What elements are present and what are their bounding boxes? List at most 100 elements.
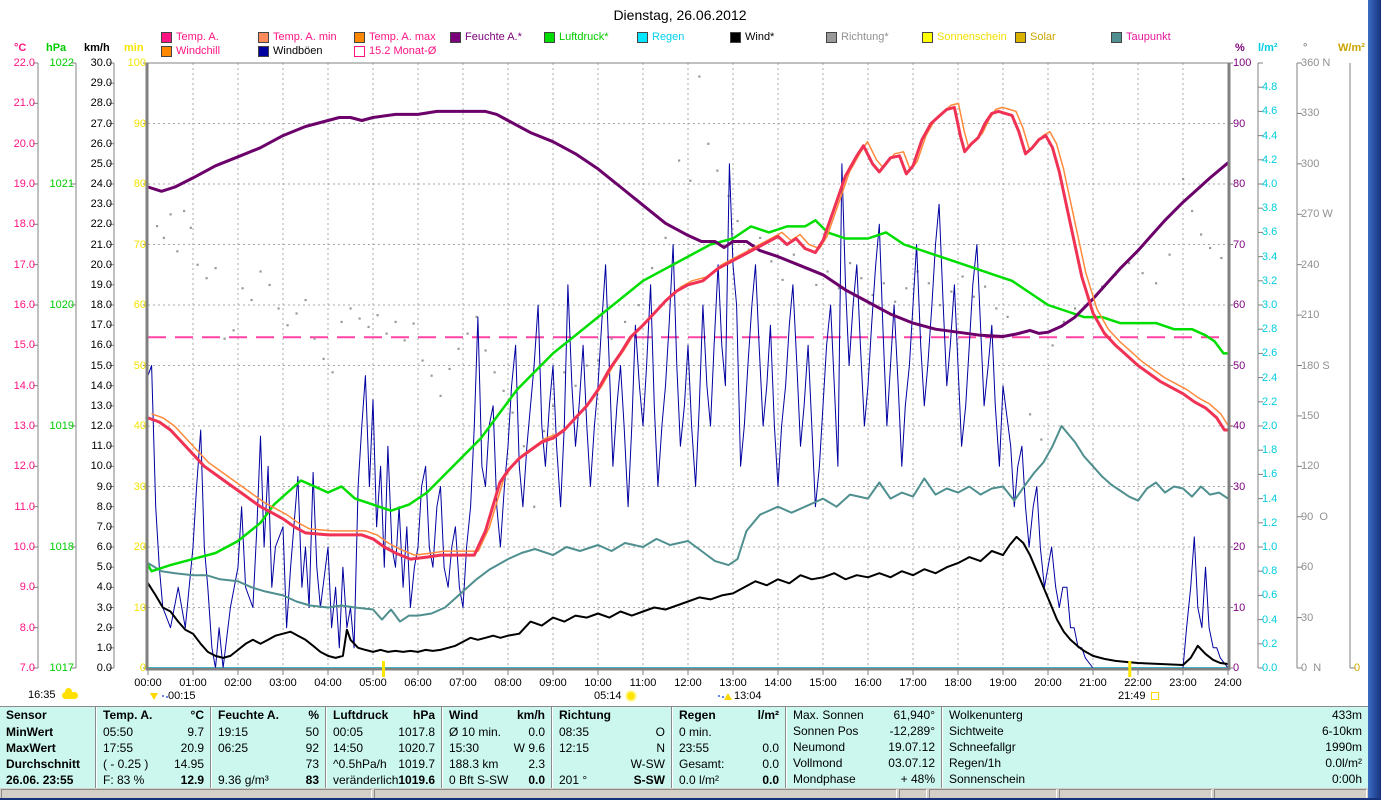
axis-tick-label: 13.0 bbox=[13, 420, 35, 432]
legend-item-Windchill[interactable]: Windchill bbox=[161, 45, 220, 57]
axis-tick-label: 1017 bbox=[49, 662, 74, 674]
axis-tick-label: 330 bbox=[1301, 107, 1320, 120]
wind-direction-dot bbox=[385, 332, 388, 335]
legend-color-swatch bbox=[258, 45, 269, 57]
table-cell: 0:00h bbox=[1331, 772, 1362, 786]
wind-direction-dot bbox=[250, 298, 253, 302]
legend-item-Solar[interactable]: Solar bbox=[1015, 31, 1056, 43]
legend-item-Luftdruck*[interactable]: Luftdruck* bbox=[544, 31, 609, 43]
wind-direction-dot bbox=[533, 505, 536, 508]
table-cell: 92 bbox=[305, 741, 319, 755]
axis-tick-label: 16.0 bbox=[13, 299, 35, 311]
legend-item-Taupunkt[interactable]: Taupunkt bbox=[1111, 31, 1171, 43]
wind-direction-dot bbox=[277, 307, 280, 310]
axis-tick-label: 120 bbox=[1301, 460, 1320, 473]
axis-tick-label: 50 bbox=[133, 359, 146, 372]
table-cell: 1019.6 bbox=[398, 773, 436, 787]
x-axis-label: 01:00 bbox=[179, 677, 207, 689]
wind-direction-dot bbox=[421, 359, 424, 362]
x-axis-label: 16:00 bbox=[854, 677, 882, 689]
wind-direction-dot bbox=[1155, 282, 1158, 285]
legend-item-Windböen[interactable]: Windböen bbox=[258, 45, 323, 57]
table-cell: Richtung bbox=[559, 708, 611, 722]
axis-tick-label: 19.0 bbox=[90, 278, 112, 291]
x-axis-label: 13:00 bbox=[719, 677, 747, 689]
wind-direction-dot bbox=[205, 277, 208, 280]
wind-direction-dot bbox=[792, 253, 795, 256]
table-cell: 6-10km bbox=[1321, 724, 1362, 738]
wind-direction-dot bbox=[1074, 307, 1077, 310]
wind-direction-dot bbox=[759, 236, 762, 239]
axis-tick-label: 180 S bbox=[1301, 359, 1330, 372]
table-cell: 12.9 bbox=[180, 773, 204, 787]
wind-direction-dot bbox=[664, 236, 667, 239]
axis-tick-label: 60 bbox=[1301, 561, 1314, 574]
wind-direction-dot bbox=[176, 250, 179, 253]
wind-direction-dot bbox=[1200, 233, 1203, 236]
legend-color-swatch bbox=[637, 31, 648, 43]
axis-tick-label: 23.0 bbox=[90, 198, 112, 211]
legend-item-Temp. A.[interactable]: Temp. A. bbox=[161, 31, 219, 43]
legend-label: Windböen bbox=[273, 45, 323, 57]
axis-tick-label: 1020 bbox=[49, 299, 74, 311]
axis-unit-°C: °C bbox=[14, 42, 27, 54]
legend-item-Richtung*[interactable]: Richtung* bbox=[826, 31, 889, 43]
table-cell: 19.07.12 bbox=[888, 740, 935, 754]
table-cell: 23:55 bbox=[679, 741, 710, 755]
axis-tick-label: 6.0 bbox=[96, 541, 112, 553]
wind-direction-dot bbox=[689, 179, 692, 182]
table-cell: 20.9 bbox=[180, 741, 204, 755]
table-col-Regen: Regen l/m² 0 min. 23:55 0.0 Gesamt: 0.0 0.0 l/m… bbox=[672, 707, 786, 789]
legend-item-Feuchte A.*[interactable]: Feuchte A.* bbox=[450, 31, 522, 43]
legend-item-Temp. A. min[interactable]: Temp. A. min bbox=[258, 31, 337, 43]
axis-tick-label: 270 W bbox=[1301, 208, 1333, 221]
wind-direction-dot bbox=[543, 430, 546, 433]
legend-item-Wind*[interactable]: Wind* bbox=[730, 31, 774, 43]
x-axis-label: 22:00 bbox=[1124, 677, 1152, 689]
wind-direction-dot bbox=[905, 287, 908, 290]
legend-color-swatch bbox=[450, 31, 461, 43]
legend-item-Temp. A. max[interactable]: Temp. A. max bbox=[354, 31, 436, 43]
x-axis-label: 06:00 bbox=[404, 677, 432, 689]
table-cell: 0 Bft S-SW bbox=[449, 773, 509, 787]
axis-tick-label: 3.6 bbox=[1262, 226, 1278, 239]
table-col-labels: Sensor MinWert MaxWert Durchschnitt 26.06. 2… bbox=[0, 707, 96, 789]
legend-color-swatch bbox=[161, 31, 172, 43]
wind-direction-dot bbox=[1141, 272, 1144, 275]
table-cell: Vollmond bbox=[793, 756, 843, 770]
axis-tick-label: 90 bbox=[1233, 117, 1246, 130]
legend-item-15.2 Monat-Ø[interactable]: 15.2 Monat-Ø bbox=[354, 45, 436, 57]
table-cell: 50 bbox=[305, 725, 319, 739]
wind-direction-dot bbox=[563, 371, 566, 374]
axis-tick-label: 14.0 bbox=[13, 379, 35, 392]
legend-color-swatch bbox=[354, 31, 365, 43]
legend-item-Sonnenschein[interactable]: Sonnenschein bbox=[922, 31, 1007, 43]
wind-direction-dot bbox=[268, 283, 271, 287]
wind-direction-dot bbox=[189, 226, 192, 229]
axis-tick-label: 5.0 bbox=[96, 561, 112, 574]
axis-tick-label: 0.2 bbox=[1262, 637, 1278, 650]
moonrise-time: 13:04 bbox=[734, 690, 762, 702]
table-col-Wind: Wind km/h Ø 10 min. 0.0 15:30 W 9.6 188.3 km 2.… bbox=[442, 707, 552, 789]
wind-direction-dot bbox=[241, 287, 244, 290]
table-cell: Mondphase bbox=[793, 772, 856, 786]
wind-direction-dot bbox=[984, 285, 987, 288]
moonrise-marker: 13:04 bbox=[716, 690, 762, 702]
axis-tick-label: 1021 bbox=[49, 178, 74, 190]
table-cell: 2.3 bbox=[528, 757, 545, 771]
page-title: Dienstag, 26.06.2012 bbox=[613, 7, 747, 23]
legend-label: Feuchte A.* bbox=[465, 31, 522, 43]
wind-direction-dot bbox=[376, 314, 379, 317]
legend-item-Regen[interactable]: Regen bbox=[637, 31, 684, 43]
axis-tick-label: 80 bbox=[1233, 178, 1246, 190]
axis-tick-label: 19.0 bbox=[13, 178, 35, 190]
axis-tick-label: 22.0 bbox=[13, 57, 35, 69]
axis-unit-l/m²: l/m² bbox=[1258, 42, 1278, 54]
wind-direction-dot bbox=[1191, 209, 1194, 213]
table-cell: 0.0 bbox=[762, 741, 779, 755]
axis-tick-label: 1.0 bbox=[1262, 541, 1278, 553]
axis-tick-label: 100 bbox=[127, 57, 146, 69]
axis-unit-°: ° bbox=[1303, 42, 1308, 54]
axis-unit-%: % bbox=[1235, 42, 1245, 54]
wind-direction-dot bbox=[1040, 438, 1043, 441]
